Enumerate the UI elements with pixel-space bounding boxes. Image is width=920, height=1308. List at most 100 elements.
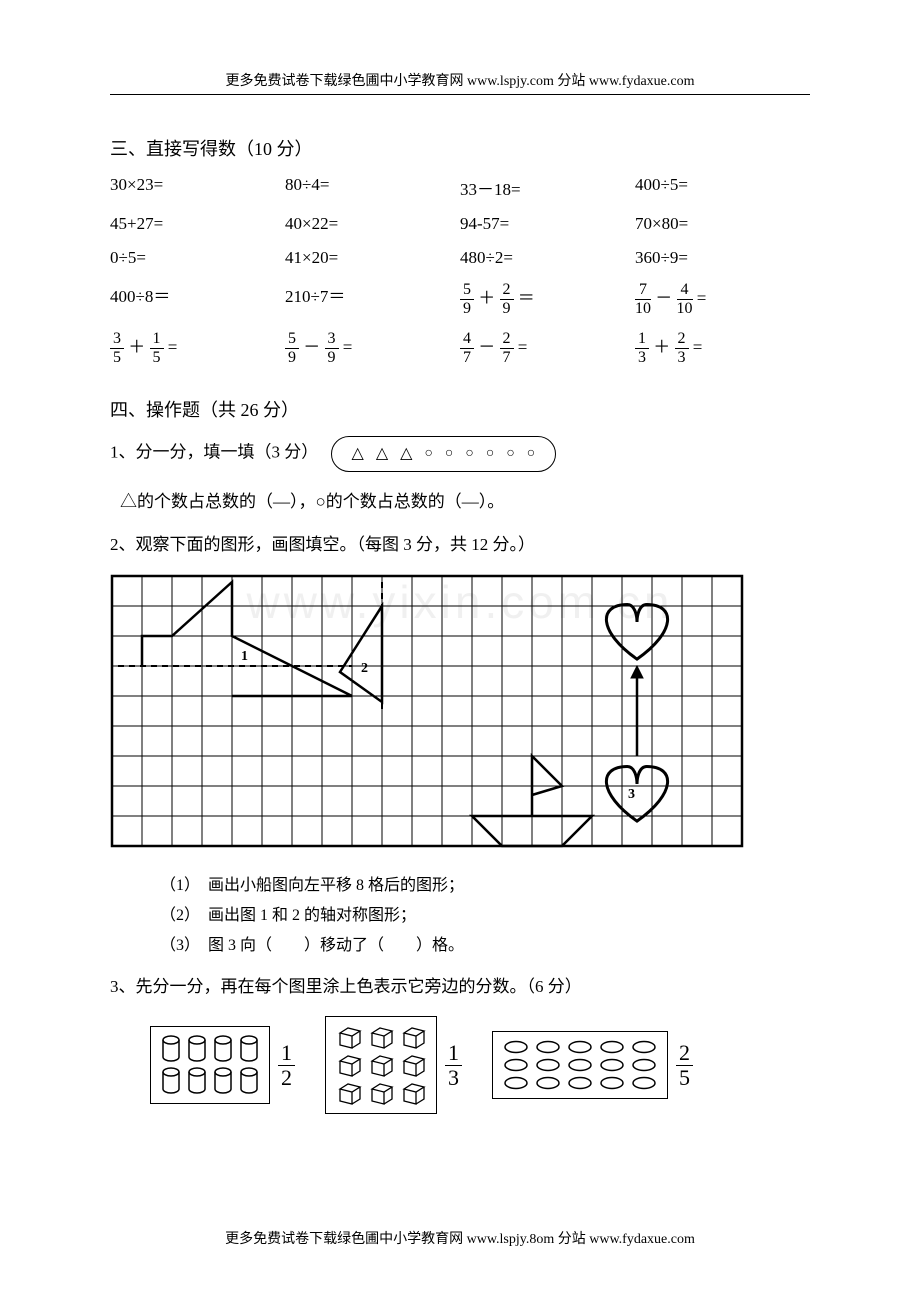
ovals-icon — [503, 1076, 529, 1090]
svg-text:1: 1 — [241, 649, 248, 664]
equals: = — [693, 337, 703, 356]
ovals-icon — [599, 1076, 625, 1090]
cylinders-icon — [187, 1035, 207, 1063]
grid-svg: 1 2 3 — [110, 574, 744, 848]
cubes-icon — [400, 1081, 426, 1105]
calc-grid: 30×23= 80÷4= 33－18= 400÷5= 45+27= 40×22=… — [110, 175, 810, 366]
shapes-oval: △△△○○○○○○ — [331, 436, 557, 472]
frac-boxes: 12 13 25 — [150, 1016, 810, 1114]
cubes-icon — [368, 1081, 394, 1105]
calc-cell: 210÷7＝ — [285, 282, 460, 317]
calc-cell: 480÷2= — [460, 248, 635, 268]
q1-prefix: 1、分一分，填一填（3 分） — [110, 443, 318, 462]
equals: = — [518, 337, 528, 356]
ovals-icon — [631, 1040, 657, 1054]
calc-cell: 0÷5= — [110, 248, 285, 268]
frac-op: － — [655, 288, 672, 307]
frac-op: ＋ — [653, 337, 670, 356]
ovals-icon — [567, 1058, 593, 1072]
cubes-icon — [368, 1053, 394, 1077]
ovals-icon — [535, 1058, 561, 1072]
calc-cell: 40×22= — [285, 214, 460, 234]
section-3-title: 三、直接写得数（10 分） — [110, 135, 810, 161]
shape-box — [325, 1016, 437, 1114]
q3-title: 3、先分一分，再在每个图里涂上色表示它旁边的分数。（6 分） — [110, 973, 810, 1000]
q2-title: 2、观察下面的图形，画图填空。（每图 3 分，共 12 分。） — [110, 531, 810, 558]
ovals-icon — [631, 1058, 657, 1072]
cylinders-icon — [239, 1035, 259, 1063]
q1-text: △的个数占总数的（—），○的个数占总数的（—）。 — [120, 488, 810, 515]
calc-cell-frac: 59 － 39 = — [285, 331, 460, 366]
frac-den: 7 — [460, 349, 474, 366]
calc-cell: 80÷4= — [285, 175, 460, 200]
frac-op: ＋ — [128, 337, 145, 356]
circle-icon: ○ — [527, 443, 535, 465]
q2-sub: （2） 画出图 1 和 2 的轴对称图形； — [160, 901, 810, 925]
fraction-label: 12 — [278, 1042, 295, 1089]
frac-num: 7 — [635, 282, 651, 300]
cylinders-icon — [239, 1067, 259, 1095]
frac-op: ＋ — [478, 288, 495, 307]
frac-num: 5 — [285, 331, 299, 349]
calc-cell-frac: 35 ＋ 15 = — [110, 331, 285, 366]
cylinders-icon — [161, 1035, 181, 1063]
frac-den: 9 — [460, 300, 474, 317]
frac-den: 5 — [110, 349, 124, 366]
circle-icon: ○ — [445, 443, 453, 465]
page-header: 更多免费试卷下载绿色圃中小学教育网 www.lspjy.com 分站 www.f… — [110, 70, 810, 95]
calc-cell: 45+27= — [110, 214, 285, 234]
calc-cell: 400÷8＝ — [110, 282, 285, 317]
calc-cell-frac: 59 ＋ 29 ＝ — [460, 282, 635, 317]
frac-den: 9 — [500, 300, 514, 317]
svg-text:3: 3 — [628, 787, 635, 802]
frac-op: － — [478, 337, 495, 356]
ovals-icon — [535, 1040, 561, 1054]
cylinders-icon — [161, 1067, 181, 1095]
equals: = — [343, 337, 353, 356]
calc-cell: 41×20= — [285, 248, 460, 268]
ovals-icon — [599, 1040, 625, 1054]
calc-cell: 400÷5= — [635, 175, 810, 200]
ovals-icon — [535, 1076, 561, 1090]
fraction-group: 13 — [325, 1016, 462, 1114]
grid-diagram: 1 2 3 — [110, 574, 810, 853]
triangle-icon: △ — [376, 441, 388, 467]
cubes-icon — [336, 1053, 362, 1077]
fraction-group: 12 — [150, 1026, 295, 1104]
ovals-icon — [503, 1058, 529, 1072]
shape-box — [150, 1026, 270, 1104]
frac-den: 9 — [325, 349, 339, 366]
circle-icon: ○ — [486, 443, 494, 465]
frac-den: 7 — [500, 349, 514, 366]
q1-line: 1、分一分，填一填（3 分） △△△○○○○○○ — [110, 436, 810, 472]
frac-num: 3 — [325, 331, 339, 349]
triangle-icon: △ — [352, 441, 364, 467]
ovals-icon — [503, 1040, 529, 1054]
triangle-icon: △ — [400, 441, 412, 467]
calc-cell: 94-57= — [460, 214, 635, 234]
calc-cell-frac: 47 － 27 = — [460, 331, 635, 366]
frac-den: 5 — [150, 349, 164, 366]
frac-den: 10 — [677, 300, 693, 317]
section-4-title: 四、操作题（共 26 分） — [110, 396, 810, 422]
frac-num: 1 — [635, 331, 649, 349]
svg-text:2: 2 — [361, 661, 368, 676]
frac-num: 2 — [500, 331, 514, 349]
calc-cell: 360÷9= — [635, 248, 810, 268]
frac-den: 3 — [635, 349, 649, 366]
frac-den: 3 — [675, 349, 689, 366]
ovals-icon — [567, 1076, 593, 1090]
cylinders-icon — [187, 1067, 207, 1095]
cubes-icon — [336, 1025, 362, 1049]
circle-icon: ○ — [465, 443, 473, 465]
frac-den: 9 — [285, 349, 299, 366]
shape-box — [492, 1031, 668, 1099]
frac-num: 4 — [677, 282, 693, 300]
frac-num: 5 — [460, 282, 474, 300]
equals: = — [697, 288, 707, 307]
equals: ＝ — [518, 288, 535, 307]
cylinders-icon — [213, 1035, 233, 1063]
cubes-icon — [336, 1081, 362, 1105]
fraction-label: 25 — [676, 1042, 693, 1089]
cylinders-icon — [213, 1067, 233, 1095]
